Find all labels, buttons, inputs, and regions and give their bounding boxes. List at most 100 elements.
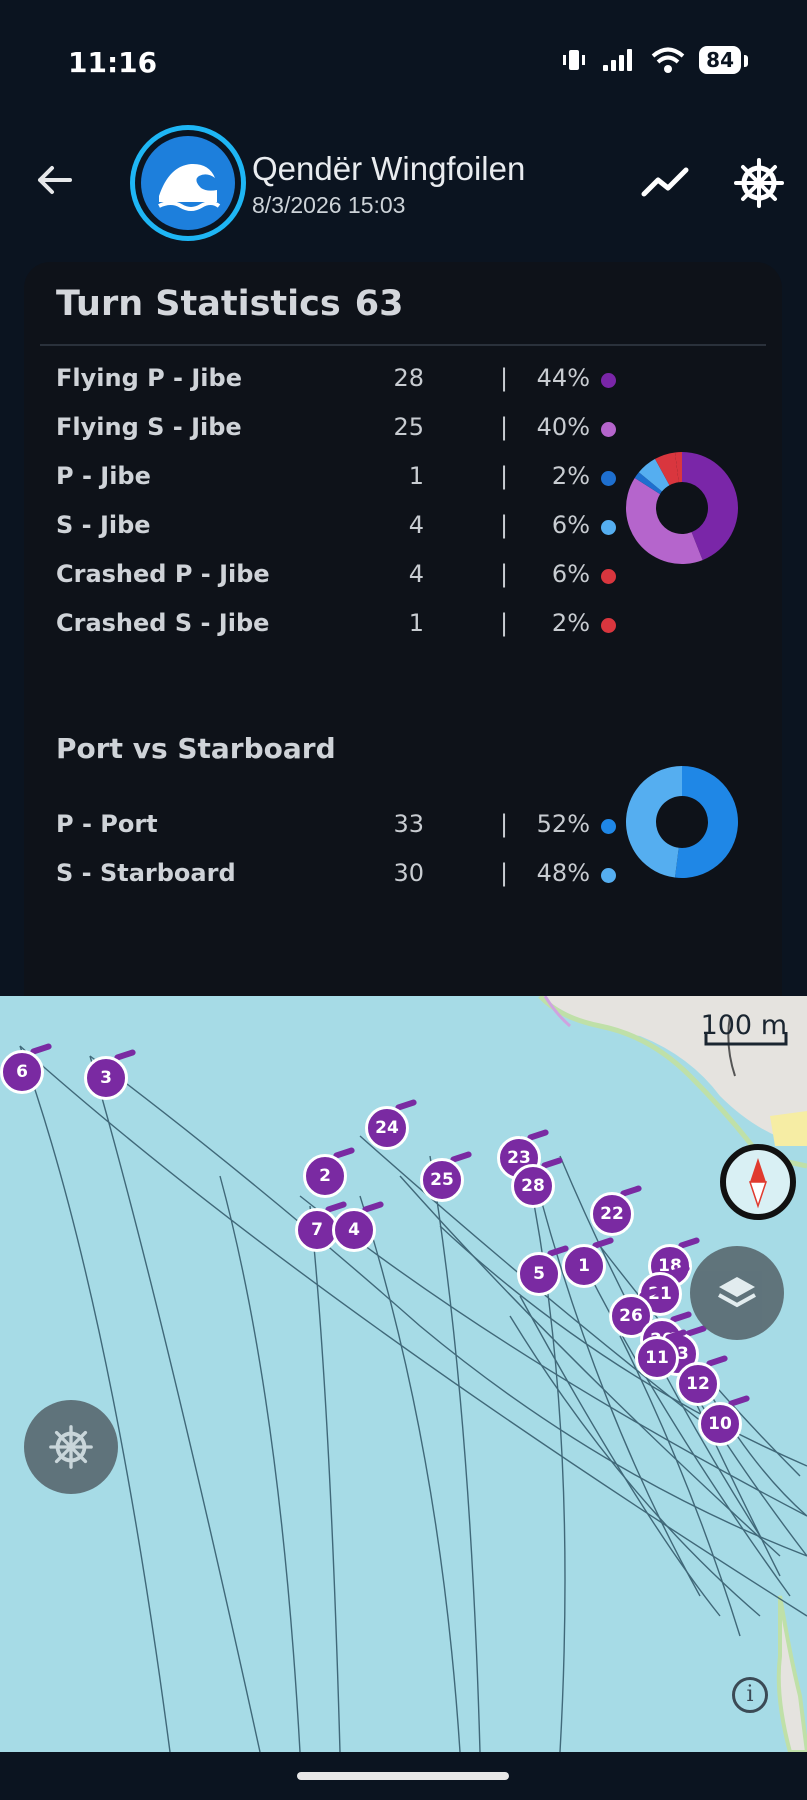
legend-dot (601, 868, 616, 883)
status-time: 11:16 (68, 46, 158, 79)
stat-separator: | (500, 810, 509, 838)
session-map[interactable]: 100 m 632422523287422511821262013121011 … (0, 996, 807, 1752)
port-starboard-title: Port vs Starboard (56, 732, 336, 765)
stat-percent: 2% (551, 609, 590, 637)
donut-slice (634, 472, 662, 495)
turn-stats-donut-chart (626, 452, 738, 564)
status-icons: 84 (561, 46, 748, 74)
session-title: Qendër Wingfoilen (252, 150, 526, 187)
gps-tracks (19, 1045, 807, 1752)
stat-percent: 2% (551, 462, 590, 490)
stat-row: S - Starboard 30 | 48% (56, 859, 616, 899)
vibrate-icon (563, 50, 586, 70)
stat-percent: 48% (536, 859, 590, 887)
turn-marker[interactable]: 10 (698, 1402, 742, 1446)
gps-track-line (19, 1045, 171, 1752)
helm-button[interactable] (24, 1400, 118, 1494)
gps-track-line (539, 1195, 701, 1597)
turn-marker[interactable]: 28 (511, 1164, 555, 1208)
stat-count: 4 (408, 560, 424, 588)
map-canvas[interactable] (0, 996, 807, 1752)
turn-marker[interactable]: 24 (365, 1106, 409, 1150)
stat-separator: | (500, 560, 509, 588)
stat-row: Crashed P - Jibe 4 | 6% (56, 560, 616, 600)
gps-track-line (359, 1195, 461, 1752)
stat-count: 33 (393, 810, 424, 838)
map-scale-label: 100 m (700, 1010, 787, 1041)
gps-track-line (219, 1175, 301, 1752)
donut-slice (638, 458, 670, 492)
battery-indicator: 84 (699, 46, 748, 74)
gps-track-line (519, 1295, 721, 1617)
turn-marker[interactable]: 12 (676, 1362, 720, 1406)
stat-separator: | (500, 364, 509, 392)
map-info-button[interactable]: i (732, 1677, 768, 1713)
stat-percent: 6% (551, 511, 590, 539)
status-bar: 11:16 84 (0, 0, 807, 120)
turn-marker[interactable]: 1 (562, 1244, 606, 1288)
donut-slice (674, 452, 682, 483)
stat-row: Flying S - Jibe 25 | 40% (56, 413, 616, 453)
stat-percent: 44% (536, 364, 590, 392)
legend-dot (601, 569, 616, 584)
legend-dot (601, 373, 616, 388)
stat-label: Crashed P - Jibe (56, 560, 270, 588)
ship-wheel-icon[interactable] (734, 158, 784, 208)
stat-label: Flying P - Jibe (56, 364, 242, 392)
app-header: Qendër Wingfoilen 8/3/2026 15:03 (0, 120, 807, 238)
turn-statistics-card: Turn Statistics 63 Flying P - Jibe 28 | 44% F… (24, 262, 782, 998)
back-arrow-icon[interactable] (34, 160, 74, 200)
stat-label: P - Port (56, 810, 158, 838)
stat-count: 1 (408, 462, 424, 490)
stat-count: 25 (393, 413, 424, 441)
turn-marker[interactable]: 23 (497, 1136, 541, 1180)
stat-row: Flying P - Jibe 28 | 44% (56, 364, 616, 404)
legend-dot (601, 520, 616, 535)
stat-separator: | (500, 462, 509, 490)
gps-track-line (439, 1225, 807, 1467)
compass-needle-icon (748, 1158, 768, 1209)
gps-track-line (579, 1255, 791, 1597)
donut-slice (682, 452, 738, 561)
stat-separator: | (500, 511, 509, 539)
legend-dot (601, 471, 616, 486)
donut-slice (626, 477, 703, 564)
turn-marker[interactable]: 3 (84, 1056, 128, 1100)
turn-marker[interactable]: 25 (420, 1158, 464, 1202)
stat-count: 28 (393, 364, 424, 392)
turn-marker[interactable]: 4 (332, 1208, 376, 1252)
card-divider (40, 344, 766, 346)
stat-label: S - Starboard (56, 859, 236, 887)
turn-marker[interactable]: 22 (590, 1192, 634, 1236)
stat-row: Crashed S - Jibe 1 | 2% (56, 609, 616, 649)
turn-marker[interactable]: 11 (635, 1336, 679, 1380)
ship-wheel-icon (49, 1425, 93, 1469)
compass-button[interactable] (720, 1144, 796, 1220)
trend-chart-icon[interactable] (640, 158, 690, 208)
stat-label: S - Jibe (56, 511, 151, 539)
gps-track-line (399, 1175, 781, 1557)
map-layers-button[interactable] (690, 1246, 784, 1340)
stat-percent: 52% (536, 810, 590, 838)
gps-track-line (429, 1155, 481, 1752)
turn-marker[interactable]: 2 (303, 1154, 347, 1198)
stat-label: Flying S - Jibe (56, 413, 242, 441)
donut-slice (674, 766, 738, 878)
legend-dot (601, 422, 616, 437)
donut-slice (655, 452, 679, 486)
turn-marker[interactable]: 5 (517, 1252, 561, 1296)
stat-separator: | (500, 859, 509, 887)
turn-statistics-title: Turn Statistics 63 (56, 284, 403, 324)
home-indicator[interactable] (297, 1772, 509, 1780)
port-starboard-donut-chart (625, 766, 738, 878)
gps-track-line (19, 1045, 807, 1617)
turn-marker[interactable]: 6 (0, 1050, 44, 1094)
stat-row: P - Jibe 1 | 2% (56, 462, 616, 502)
stat-label: Crashed S - Jibe (56, 609, 270, 637)
turn-statistics-label: Turn Statistics (56, 284, 341, 324)
stat-separator: | (500, 413, 509, 441)
stat-label: P - Jibe (56, 462, 151, 490)
wave-logo-icon (141, 136, 235, 230)
stat-row: S - Jibe 4 | 6% (56, 511, 616, 551)
gps-track-line (619, 1335, 741, 1637)
